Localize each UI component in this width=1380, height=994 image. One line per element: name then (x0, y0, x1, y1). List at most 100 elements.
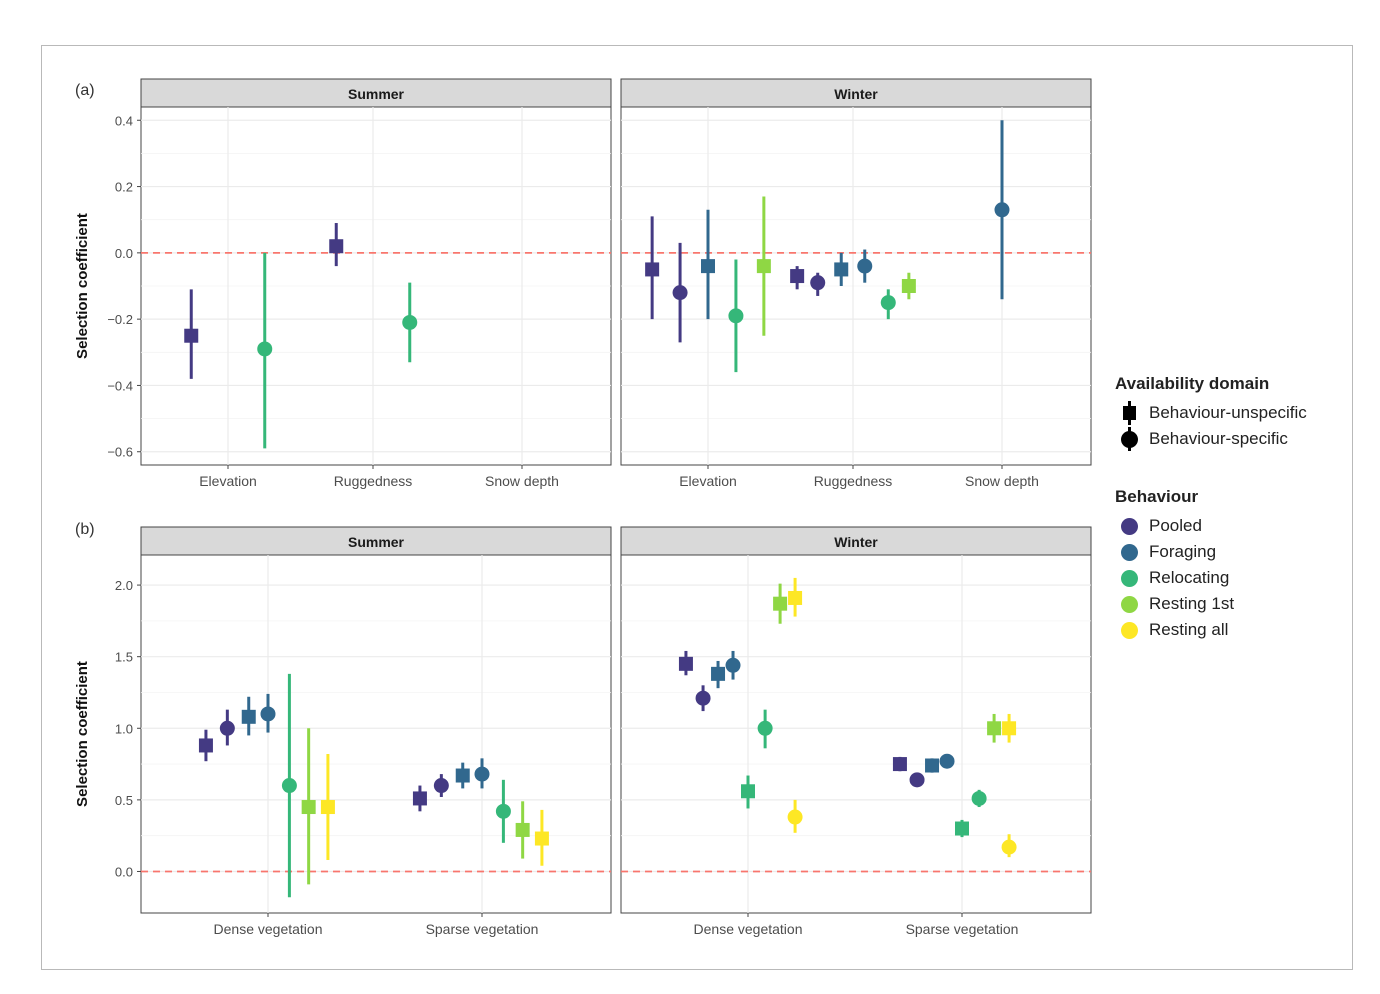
point-marker-circle (495, 803, 511, 819)
point-foraging-circle-dense-vegetation (260, 693, 276, 733)
x-tick-label: Sparse vegetation (906, 921, 1019, 937)
point-relocating-circle-dense-vegetation (281, 673, 297, 898)
point-resting-all-square-sparse-vegetation (1002, 713, 1017, 743)
point-relocating-circle-elevation (728, 259, 744, 373)
facet-summer-b: Summer Dense vegetation Sparse vegetation (140, 526, 612, 937)
x-tick-label: Ruggedness (334, 473, 413, 489)
facet-panel (620, 554, 1092, 914)
y-axis-label: Selection coefficient (74, 213, 91, 359)
point-resting-1st-square-sparse-vegetation (987, 713, 1002, 743)
point-marker-circle (810, 275, 826, 291)
facet-strip (140, 526, 612, 556)
point-resting-1st-square-dense-vegetation (773, 583, 788, 624)
point-pooled-square-dense-vegetation (678, 650, 693, 676)
point-pooled-circle-dense-vegetation (695, 685, 711, 712)
legend-label-specific: Behaviour-specific (1149, 429, 1288, 448)
x-tick-label: Dense vegetation (694, 921, 803, 937)
point-resting-1st-square-ruggedness (901, 272, 916, 300)
point-marker-square (301, 800, 316, 815)
point-marker-square (534, 831, 549, 846)
point-marker-square (987, 721, 1002, 736)
point-marker-circle (787, 809, 803, 825)
point-pooled-square-elevation (184, 289, 199, 379)
point-marker-circle (219, 720, 235, 736)
point-foraging-square-sparse-vegetation (455, 762, 470, 789)
point-pooled-square-sparse-vegetation (412, 785, 427, 812)
point-resting-all-square-sparse-vegetation (534, 809, 549, 866)
legend-label-relocating: Relocating (1149, 568, 1230, 587)
point-marker-square (515, 822, 530, 837)
point-marker-square (1002, 721, 1017, 736)
y-axis-label: Selection coefficient (74, 661, 91, 807)
y-tick-label: 0.0 (115, 246, 133, 261)
y-tick-label: 1.5 (115, 650, 133, 665)
point-marker-square (678, 656, 693, 671)
legend-key-square (1115, 400, 1145, 426)
point-resting-1st-square-elevation (756, 196, 771, 336)
point-foraging-square-sparse-vegetation (925, 758, 940, 773)
point-foraging-circle-snow-depth (994, 120, 1010, 300)
y-tick-label: −0.4 (107, 378, 133, 393)
y-tick-label: 0.0 (115, 864, 133, 879)
point-marker-square (788, 590, 803, 605)
point-marker-circle (260, 706, 276, 722)
facet-strip (140, 78, 612, 108)
point-marker-square (701, 259, 715, 274)
facet-winter-a: Winter Elevation Ruggedness Snow depth (620, 78, 1092, 489)
point-marker-square (790, 269, 805, 284)
legend-item-specific: Behaviour-specific (1115, 426, 1307, 452)
legend-item-resting-1st: Resting 1st (1115, 591, 1234, 617)
legend-key-circle (1115, 426, 1145, 452)
point-foraging-circle-sparse-vegetation (939, 753, 955, 769)
x-tick-label: Elevation (679, 473, 737, 489)
point-foraging-square-elevation (701, 209, 715, 320)
point-marker-circle (757, 720, 773, 736)
point-pooled-circle-elevation (672, 242, 688, 343)
point-pooled-circle-sparse-vegetation (909, 772, 925, 788)
x-tick-label: Sparse vegetation (426, 921, 539, 937)
point-foraging-square-ruggedness (834, 252, 849, 286)
point-marker-circle (939, 753, 955, 769)
point-marker-circle (971, 790, 987, 806)
point-resting-all-square-dense-vegetation (788, 577, 803, 617)
point-marker-square (741, 784, 755, 799)
legend-label-foraging: Foraging (1149, 542, 1217, 561)
point-marker-circle (474, 766, 490, 782)
point-marker-square (329, 239, 344, 254)
point-marker-square (320, 800, 335, 815)
point-pooled-square-elevation (645, 216, 660, 320)
point-resting-all-circle-sparse-vegetation (1001, 834, 1017, 858)
point-marker-square (711, 666, 726, 681)
point-resting-all-square-dense-vegetation (320, 754, 335, 861)
point-resting-1st-square-sparse-vegetation (515, 801, 530, 859)
point-marker-square (756, 259, 771, 274)
point-marker-circle (880, 295, 896, 311)
legend-swatch-resting-all (1121, 622, 1138, 639)
point-relocating-circle-ruggedness (402, 282, 418, 363)
point-marker-circle (857, 258, 873, 274)
point-marker-square (892, 757, 907, 772)
point-relocating-square-dense-vegetation (741, 775, 755, 809)
point-pooled-square-ruggedness (329, 223, 344, 267)
point-relocating-circle-sparse-vegetation (971, 789, 987, 808)
y-tick-label: 0.2 (115, 180, 133, 195)
legend-swatch-relocating (1121, 570, 1138, 587)
legend-item-foraging: Foraging (1115, 539, 1234, 565)
panel-tag: (a) (75, 82, 95, 99)
point-marker-circle (257, 341, 273, 357)
legend-item-resting-all: Resting all (1115, 617, 1234, 643)
facet-strip-label: Summer (348, 534, 405, 550)
point-foraging-circle-ruggedness (857, 249, 873, 283)
facet-strip (620, 78, 1092, 108)
point-pooled-circle-dense-vegetation (219, 709, 235, 746)
facet-summer-a: Summer Elevation Ruggedness Snow depth (140, 78, 612, 489)
point-resting-all-circle-dense-vegetation (787, 799, 803, 833)
point-marker-square (455, 768, 470, 783)
x-tick-label: Elevation (199, 473, 257, 489)
legend-title-behaviour: Behaviour (1115, 487, 1199, 506)
point-foraging-square-dense-vegetation (711, 660, 726, 689)
y-tick-label: −0.6 (107, 445, 133, 460)
point-relocating-circle-dense-vegetation (757, 709, 773, 749)
legend-item-relocating: Relocating (1115, 565, 1234, 591)
